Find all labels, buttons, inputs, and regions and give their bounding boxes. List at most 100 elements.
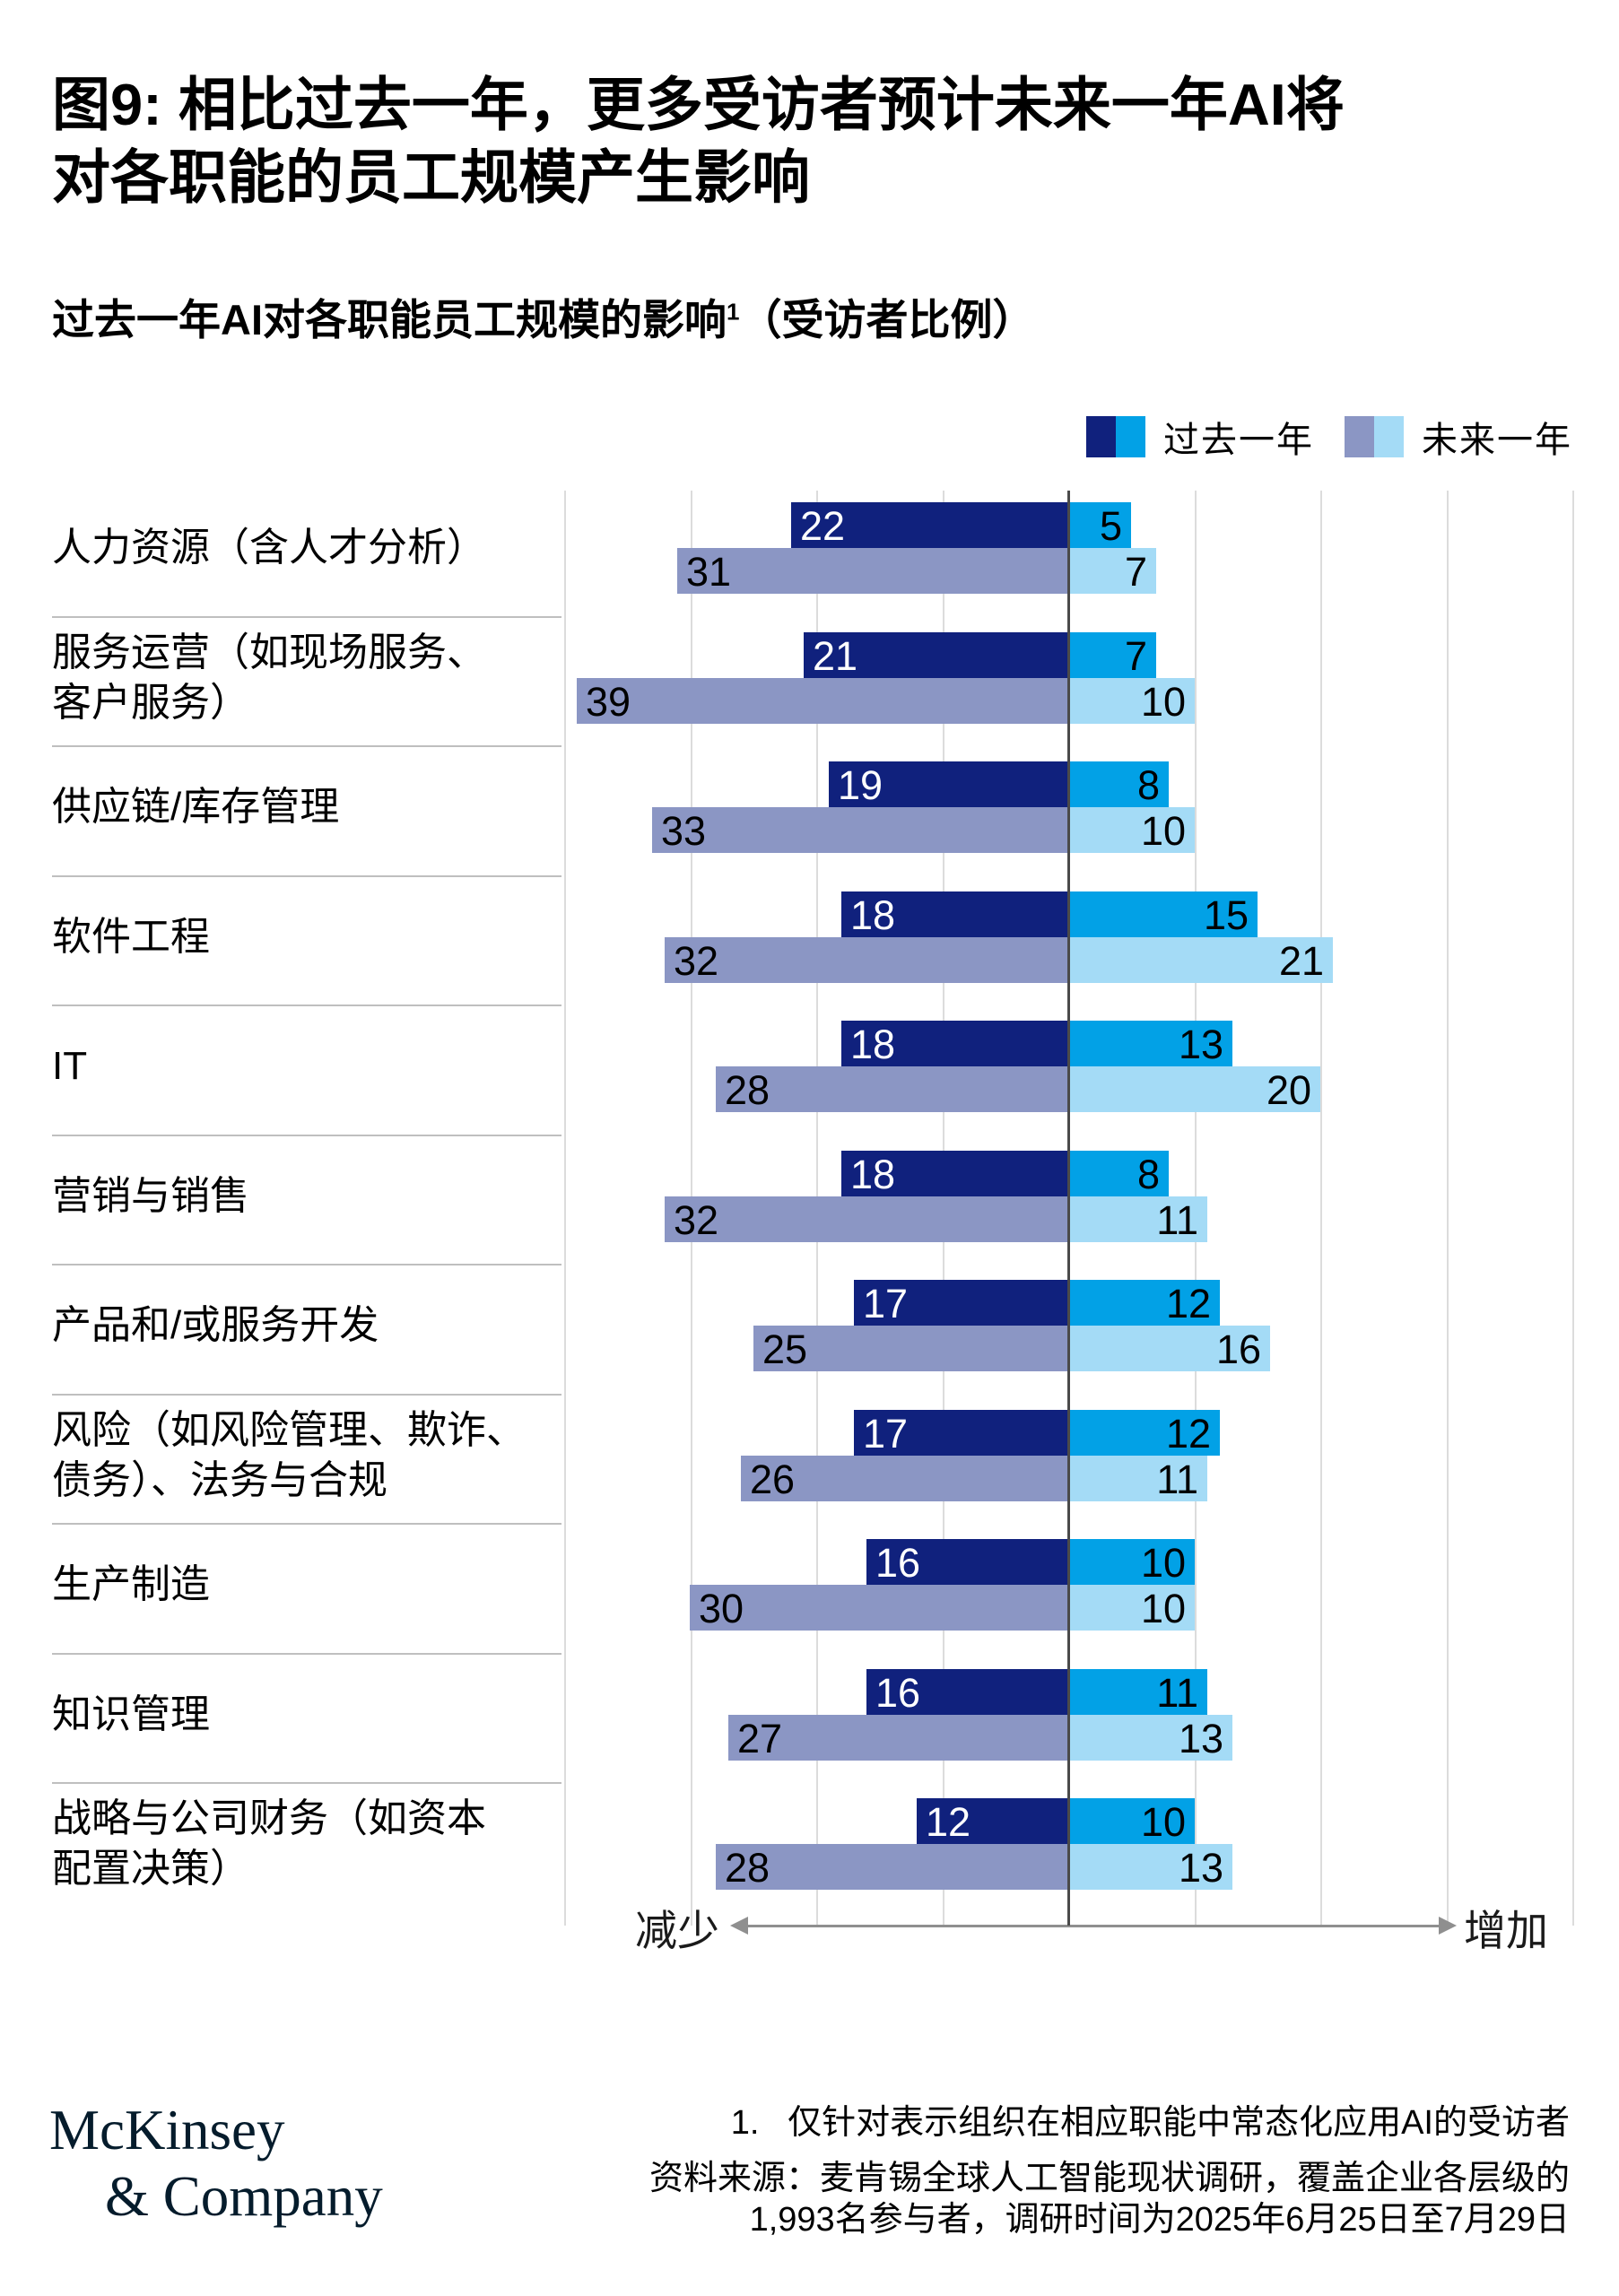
bar-future-decrease: 32 [665,1196,1068,1243]
bar-future-increase: 11 [1068,1196,1207,1243]
bar-value: 22 [800,503,846,549]
legend-swatch-past [1086,416,1145,457]
bar-value: 19 [838,762,883,808]
legend: 过去一年 未来一年 [1086,413,1572,461]
bar-value: 28 [725,1067,770,1113]
category-label-text: 知识管理 [52,1692,210,1736]
bar-value: 39 [586,679,631,725]
category-label: 软件工程 [52,891,556,983]
bar-past-decrease: 22 [791,502,1068,549]
bar-value: 10 [1140,1586,1186,1631]
bar-value: 16 [875,1540,921,1586]
axis-arrow [746,1925,1439,1927]
chart-subtitle: 过去一年AI对各职能员工规模的影响1（受访者比例） [52,285,1577,347]
bar-value: 17 [863,1411,909,1457]
bar-future-increase: 10 [1068,1585,1195,1631]
bar-value: 18 [850,1152,896,1197]
bar-future-increase: 10 [1068,678,1195,725]
bar-value: 13 [1178,1845,1223,1891]
category-label-text: 生产制造 [52,1562,210,1606]
bar-value: 7 [1124,633,1147,679]
bar-value: 11 [1156,1457,1198,1502]
row-divider [52,1523,561,1525]
row-divider [52,875,561,877]
legend-label: 未来一年 [1422,421,1572,460]
bar-past-increase: 11 [1068,1669,1207,1716]
gridline [564,491,566,1926]
bar-past-increase: 7 [1068,632,1156,679]
bar-value: 12 [926,1799,971,1845]
bar-past-increase: 15 [1068,891,1258,938]
bar-value: 25 [762,1326,808,1372]
bar-past-increase: 12 [1068,1280,1220,1326]
bar-value: 13 [1178,1022,1223,1067]
category-label-text: 人力资源（含人才分析） [52,526,486,570]
logo-line2: & Company [105,2165,383,2228]
axis-label-decrease: 减少 [635,1907,719,1954]
chart-subtitle-text: 过去一年AI对各职能员工规模的影响 [52,296,727,344]
bar-future-increase: 21 [1068,937,1333,984]
bar-past-decrease: 18 [841,1021,1068,1067]
bar-future-increase: 7 [1068,548,1156,595]
bar-value: 20 [1266,1067,1311,1113]
category-label-text: 服务运营（如现场服务、 客户服务） [52,631,486,725]
category-label-text: 营销与销售 [52,1174,249,1218]
legend-label: 过去一年 [1163,421,1314,460]
bar-value: 12 [1165,1281,1211,1326]
gridline [1320,491,1322,1926]
category-label: 产品和/或服务开发 [52,1280,556,1371]
bar-value: 7 [1124,549,1147,595]
bar-value: 15 [1203,892,1249,938]
bar-future-decrease: 39 [577,678,1068,725]
bar-past-decrease: 16 [866,1539,1068,1586]
footnotes: 1. 仅针对表示组织在相应职能中常态化应用AI的受访者 资料来源：麦肯锡全球人工… [649,2102,1570,2240]
bar-value: 16 [1215,1326,1261,1372]
bar-value: 28 [725,1845,770,1891]
bar-value: 10 [1140,808,1186,854]
bar-value: 21 [813,633,858,679]
mckinsey-logo: McKinsey & Company [49,2097,383,2230]
bar-past-increase: 12 [1068,1410,1220,1457]
category-label: 供应链/库存管理 [52,761,556,853]
bar-future-increase: 16 [1068,1326,1270,1372]
legend-swatch-increase-color [1374,416,1404,457]
axis-arrow-left-head [730,1917,748,1935]
row-divider [52,1004,561,1006]
category-label: 风险（如风险管理、欺诈、 债务）、法务与合规 [52,1408,556,1502]
category-label: IT [52,1021,556,1112]
bar-future-increase: 11 [1068,1456,1207,1502]
axis-label-increase: 增加 [1464,1907,1548,1954]
legend-swatch-increase-color [1116,416,1145,457]
bar-past-decrease: 16 [866,1669,1068,1716]
bar-value: 30 [699,1586,744,1631]
bar-value: 31 [686,549,732,595]
bar-past-decrease: 12 [917,1798,1068,1845]
bar-value: 26 [750,1457,796,1502]
bar-past-decrease: 17 [854,1280,1068,1326]
bar-past-decrease: 19 [829,761,1068,808]
bar-future-increase: 20 [1068,1066,1320,1113]
source-line2: 1,993名参与者，调研时间为2025年6月25日至7月29日 [749,2201,1570,2239]
category-label: 营销与销售 [52,1151,556,1242]
bar-value: 33 [661,808,707,854]
legend-item: 过去一年 [1086,411,1314,463]
bar-future-decrease: 26 [741,1456,1068,1502]
legend-item: 未来一年 [1345,411,1572,463]
bar-value: 21 [1278,938,1324,984]
bar-past-increase: 5 [1068,502,1131,549]
bar-past-increase: 10 [1068,1798,1195,1845]
bar-value: 32 [674,1197,719,1243]
bar-past-decrease: 21 [804,632,1068,679]
bar-past-increase: 13 [1068,1021,1232,1067]
bar-value: 11 [1156,1670,1198,1716]
category-label: 生产制造 [52,1539,556,1631]
legend-swatch-future [1345,416,1404,457]
row-divider [52,745,561,747]
category-label: 服务运营（如现场服务、 客户服务） [52,631,556,725]
row-divider [52,616,561,618]
category-label: 人力资源（含人才分析） [52,502,556,594]
axis-arrow-right-head [1439,1917,1457,1935]
bar-future-increase: 13 [1068,1715,1232,1761]
bar-value: 32 [674,938,719,984]
bar-past-increase: 10 [1068,1539,1195,1586]
